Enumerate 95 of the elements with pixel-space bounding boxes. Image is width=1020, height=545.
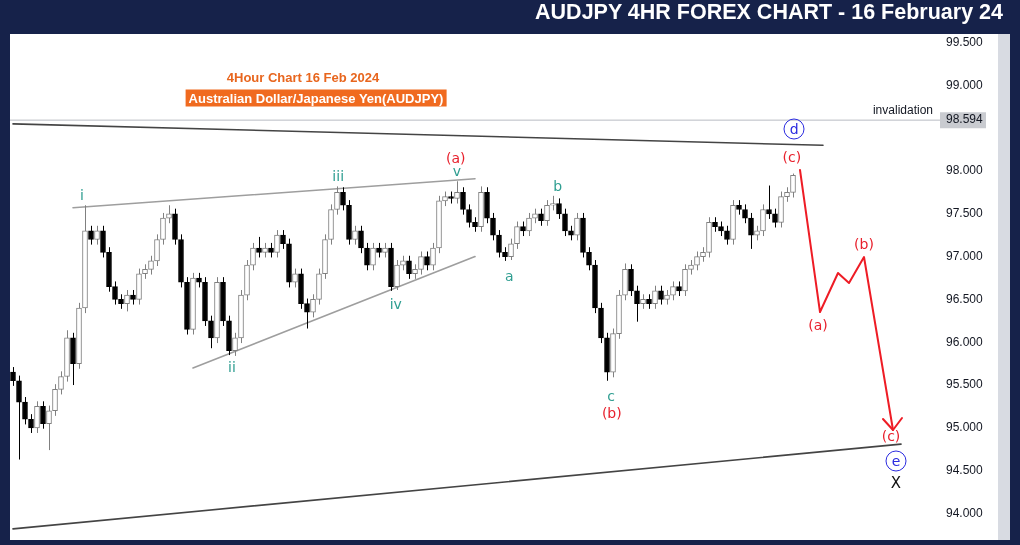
candlestick: [16, 375, 22, 461]
candlestick: [454, 180, 460, 205]
candlestick: [40, 400, 46, 430]
y-tick-label: 94.000: [946, 505, 984, 520]
candlestick: [526, 212, 532, 237]
candlestick: [352, 225, 358, 246]
candlestick: [670, 280, 676, 301]
candlestick: [766, 185, 772, 220]
candlestick: [586, 246, 592, 271]
annotation: c: [607, 387, 616, 404]
annotation: Australian Dollar/Japanese Yen(AUDJPY): [185, 89, 447, 107]
y-tick-label: 98.594: [946, 112, 984, 127]
candlestick: [634, 285, 640, 323]
y-tick-label: 97.000: [946, 248, 984, 263]
annotation: (a): [808, 317, 828, 333]
candlestick: [94, 225, 100, 246]
candlestick: [658, 285, 664, 306]
candlestick: [652, 285, 658, 310]
candlestick: [544, 199, 550, 227]
candlestick: [682, 263, 688, 297]
candlestick: [460, 186, 466, 216]
candlestick: [394, 259, 400, 291]
annotation: d: [789, 120, 799, 137]
candlestick: [742, 203, 748, 224]
candlestick: [124, 289, 130, 312]
candlestick: [490, 212, 496, 241]
candlestick: [10, 366, 16, 387]
candlestick: [760, 203, 766, 237]
y-tick-label: 97.500: [946, 206, 984, 221]
candlestick: [514, 221, 520, 250]
annotation: e: [891, 453, 901, 469]
candlestick: [52, 383, 58, 417]
candlestick: [418, 250, 424, 276]
chart-title: AUDJPY 4HR FOREX CHART - 16 February 24: [535, 0, 1003, 26]
candlestick: [364, 242, 370, 271]
candlestick: [466, 203, 472, 228]
candlestick: [22, 396, 28, 425]
candlestick: [406, 255, 412, 280]
candlestick: [304, 298, 310, 330]
candlestick: [748, 212, 754, 250]
ref-line-label: invalidation: [872, 103, 933, 118]
annotation: iii: [332, 168, 345, 185]
candlestick: [154, 233, 160, 267]
candlestick: [148, 255, 154, 276]
y-tick-label: 99.000: [946, 77, 984, 92]
candlestick: [280, 229, 286, 250]
candlestick: [256, 236, 262, 258]
y-tick-label: 95.000: [946, 420, 984, 435]
annotation: (c): [881, 428, 901, 444]
y-tick-label: 96.000: [946, 334, 984, 349]
candlestick: [160, 212, 166, 246]
annotation: (c): [782, 148, 802, 165]
candlestick: [58, 370, 64, 395]
y-tick-label: 94.500: [946, 462, 984, 477]
candlestick: [112, 280, 118, 306]
annotation: X: [890, 474, 902, 492]
candlestick: [88, 225, 94, 246]
candlestick: [310, 293, 316, 318]
y-tick-label: 96.500: [946, 291, 984, 306]
text: 4Hour Chart 16 Feb 2024: [226, 69, 380, 85]
candlestick: [100, 225, 106, 258]
candlestick: [46, 405, 52, 451]
annotation: ii: [228, 359, 236, 376]
annotation: i: [80, 187, 84, 204]
candlestick: [430, 242, 436, 271]
candlestick: [340, 186, 346, 211]
candlestick: [772, 208, 778, 228]
candlestick: [250, 242, 256, 271]
candlestick: [232, 332, 238, 357]
candlestick: [370, 242, 376, 271]
candlestick: [724, 225, 730, 246]
annotation: iv: [389, 295, 402, 312]
candlestick: [574, 212, 580, 241]
candlestick: [556, 197, 562, 220]
annotation: (b): [854, 236, 874, 252]
candlestick: [628, 263, 634, 297]
annotation: a: [504, 267, 514, 284]
candlestick: [562, 208, 568, 237]
candlestick: [694, 250, 700, 271]
y-tick-label: 99.500: [946, 34, 984, 49]
candlestick: [292, 268, 298, 288]
candlestick: [334, 185, 340, 216]
annotation: (b): [601, 404, 622, 421]
candlestick: [28, 413, 34, 434]
y-tick-label: 98.000: [946, 163, 984, 178]
candlestick: [508, 238, 514, 261]
candlestick: [496, 229, 502, 258]
annotation: b: [553, 177, 563, 194]
y-tick-label: 95.500: [946, 377, 984, 392]
candlestick: [274, 229, 280, 258]
candlestick: [424, 250, 430, 271]
candlestick: [34, 400, 40, 434]
candlestick: [208, 315, 214, 349]
candlestick: [358, 225, 364, 254]
candlestick: [790, 173, 796, 199]
